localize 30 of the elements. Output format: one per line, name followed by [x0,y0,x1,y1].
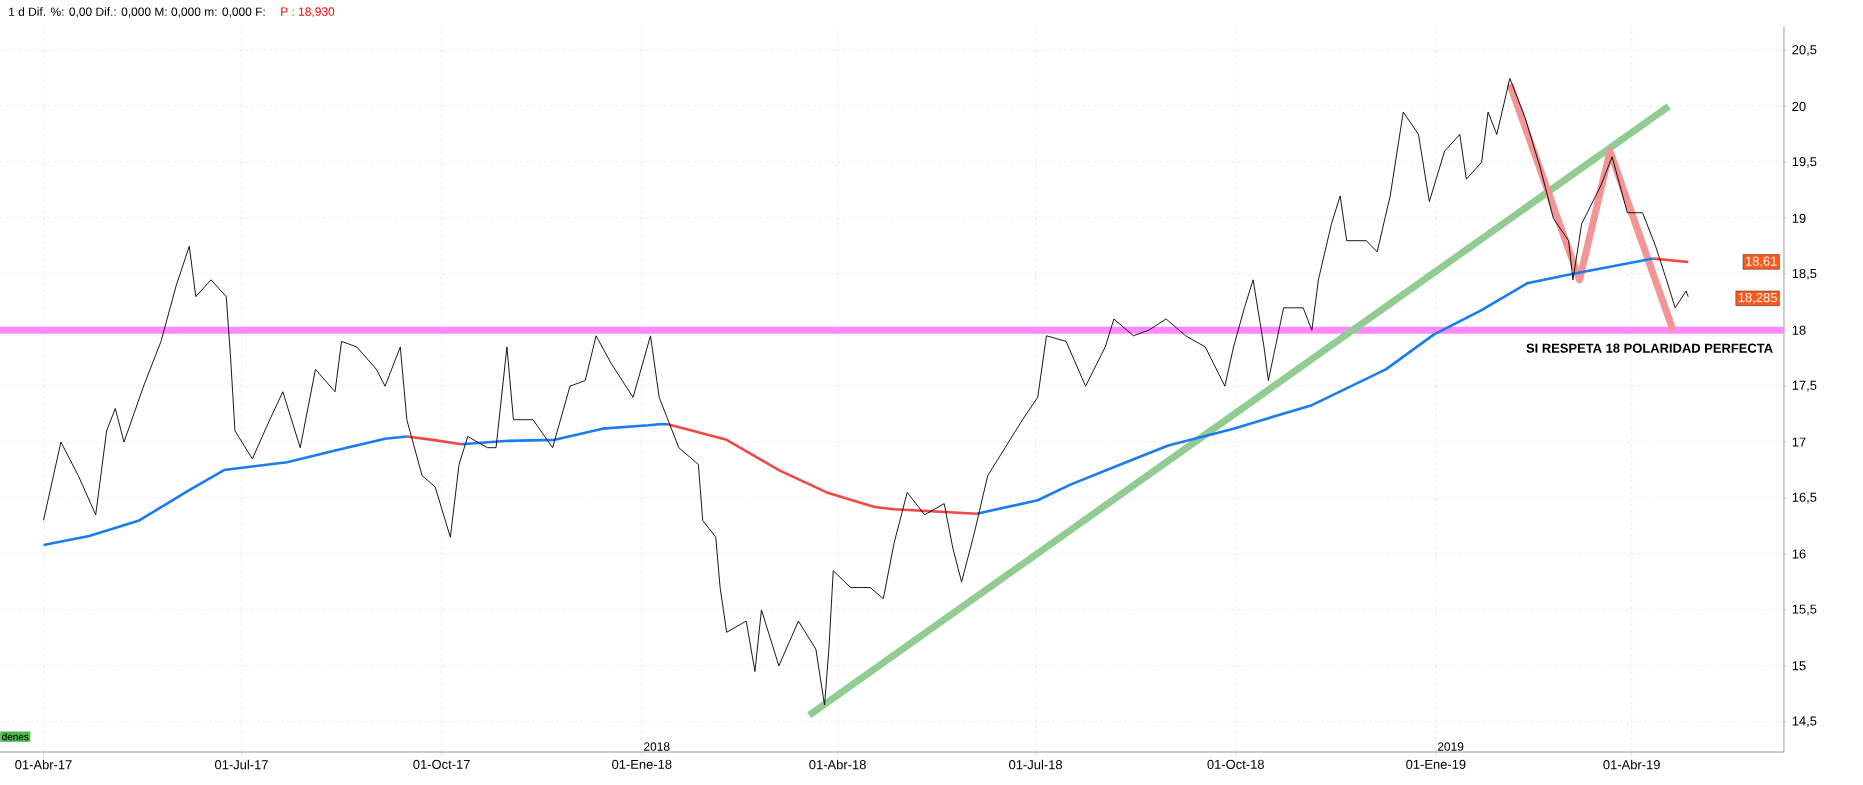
y-tick-label: 20,5 [1792,45,1817,56]
annotation: denes [2,732,29,741]
x-tick-label: 01-Oct-17 [413,759,470,769]
x-tick-label: 01-Abr-19 [1603,759,1660,770]
chart-subtitle: P : 18,930 [281,7,335,18]
y-tick-label: 16,5 [1792,492,1817,504]
annotation: 18,285 [1738,292,1777,304]
x-tick-label: 01-Abr-17 [15,759,72,770]
x-tick-label: 01-Abr-18 [809,759,866,770]
annotation: 2018 [644,742,670,751]
y-tick-label: 18 [1792,325,1806,335]
annotation: 18,61 [1745,256,1777,268]
chart-title: 1 d Dif. %: 0,00 Dif.: 0,000 M: 0,000 m: 0,000 F: [9,7,265,18]
y-tick-label: 14,5 [1792,716,1817,728]
x-tick-label: 01-Jul-18 [1009,759,1062,770]
y-tick-label: 20 [1792,101,1806,112]
x-tick-label: 01-Oct-18 [1207,759,1264,769]
y-tick-label: 17,5 [1792,380,1817,392]
y-tick-label: 15,5 [1792,604,1817,616]
x-tick-label: 01-Ene-19 [1406,759,1466,769]
y-tick-label: 15 [1792,661,1806,671]
annotation: 2019 [1437,742,1464,751]
y-tick-label: 19,5 [1792,157,1817,168]
y-tick-label: 16 [1792,549,1806,559]
y-tick-label: 19 [1792,213,1806,223]
y-tick-label: 18,5 [1792,268,1817,280]
y-tick-label: 17 [1792,437,1806,447]
annotation: SI RESPETA 18 POLARIDAD PERFECTA [1526,343,1773,353]
x-tick-label: 01-Jul-17 [214,759,268,770]
x-tick-label: 01-Ene-18 [612,759,672,769]
